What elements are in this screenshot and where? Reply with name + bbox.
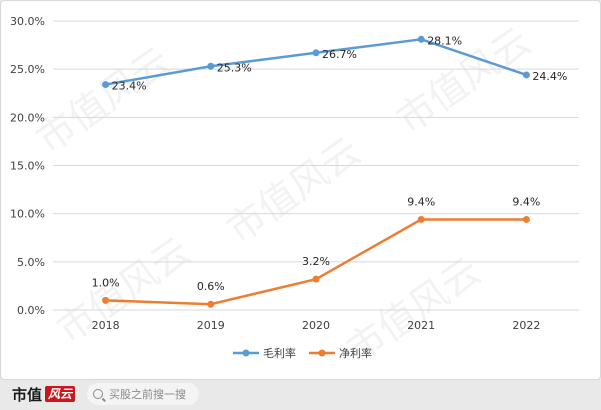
legend-swatch-point xyxy=(242,349,250,357)
footer-bar: 市值 风云 买股之前搜一搜 xyxy=(0,378,601,410)
search-box[interactable]: 买股之前搜一搜 xyxy=(87,383,200,405)
legend: 毛利率 净利率 xyxy=(233,346,372,360)
data-point xyxy=(102,296,110,304)
search-placeholder: 买股之前搜一搜 xyxy=(109,388,187,401)
data-label: 28.1% xyxy=(427,34,462,47)
data-label: 0.6% xyxy=(197,280,225,293)
watermark-text: 市值风云 xyxy=(29,39,179,162)
x-tick-label: 2021 xyxy=(407,319,435,332)
data-point xyxy=(417,35,425,43)
series-1: 23.4% 25.3% 26.7% 28.1% 24.4% xyxy=(102,34,567,93)
data-point xyxy=(522,215,530,223)
legend-label: 毛利率 xyxy=(263,346,296,360)
legend-swatch-point xyxy=(318,349,326,357)
y-tick-label: 10.0% xyxy=(10,208,45,221)
series-layer: 23.4% 25.3% 26.7% 28.1% 24.4% 1.0% 0.6% 3.2% 9.4… xyxy=(92,34,567,308)
data-point xyxy=(207,300,215,308)
brand-text: 市值 xyxy=(12,385,43,404)
data-label: 9.4% xyxy=(512,195,540,208)
data-label: 1.0% xyxy=(92,276,120,289)
watermark-text: 市值风云 xyxy=(389,19,539,142)
data-point xyxy=(102,81,110,89)
chart-card: 市值风云 市值风云 市值风云 市值风云 市值风云 0.0% 5.0% 10.0% 15.0% 2… xyxy=(0,0,601,380)
data-point xyxy=(207,62,215,70)
data-label: 23.4% xyxy=(112,80,147,93)
data-point xyxy=(522,71,530,79)
data-point xyxy=(312,49,320,57)
data-label: 26.7% xyxy=(322,48,357,61)
series-2: 1.0% 0.6% 3.2% 9.4% 9.4% xyxy=(92,195,540,308)
legend-item-1: 毛利率 xyxy=(233,346,296,360)
brand-logo: 市值 风云 xyxy=(12,384,76,405)
data-label: 24.4% xyxy=(532,70,567,83)
y-tick-label: 30.0% xyxy=(10,15,45,28)
search-icon xyxy=(93,389,104,399)
legend-label: 净利率 xyxy=(339,346,372,360)
data-label: 9.4% xyxy=(407,195,435,208)
data-label: 3.2% xyxy=(302,255,330,268)
y-tick-label: 15.0% xyxy=(10,160,45,173)
legend-item-2: 净利率 xyxy=(309,346,372,360)
x-tick-label: 2018 xyxy=(92,319,120,332)
y-tick-label: 0.0% xyxy=(17,304,45,317)
y-tick-label: 25.0% xyxy=(10,63,45,76)
grid-lines xyxy=(53,20,579,311)
watermark-text: 市值风云 xyxy=(219,129,369,252)
y-axis: 0.0% 5.0% 10.0% 15.0% 20.0% 25.0% 30.0% xyxy=(10,15,45,317)
x-tick-label: 2019 xyxy=(197,319,225,332)
data-label: 25.3% xyxy=(217,61,252,74)
brand-mark: 风云 xyxy=(45,386,76,402)
data-point xyxy=(312,275,320,283)
x-tick-label: 2020 xyxy=(302,319,330,332)
x-axis: 2018 2019 2020 2021 2022 xyxy=(92,319,541,332)
y-tick-label: 20.0% xyxy=(10,111,45,124)
y-tick-label: 5.0% xyxy=(17,256,45,269)
watermark-text: 市值风云 xyxy=(49,229,199,352)
x-tick-label: 2022 xyxy=(512,319,540,332)
data-point xyxy=(417,215,425,223)
